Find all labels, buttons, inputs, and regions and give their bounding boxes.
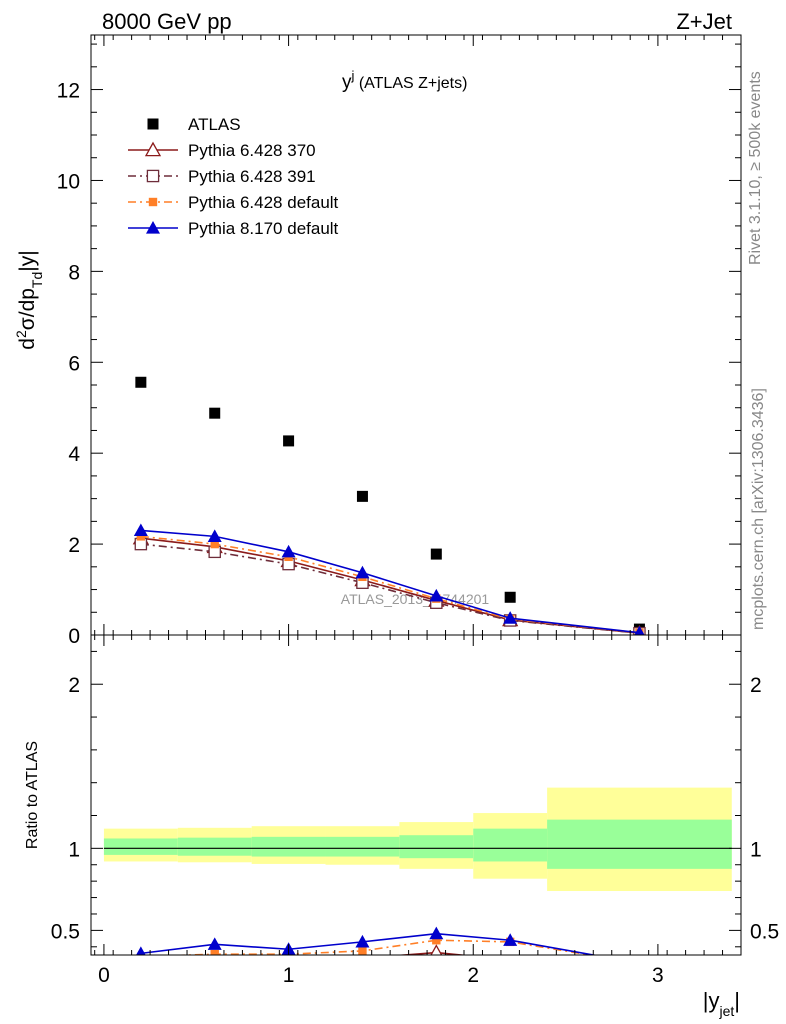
main-series-layer bbox=[132, 376, 646, 635]
triangle-marker bbox=[144, 141, 162, 157]
main-axes: 0 2 4 6 8 10 12 bbox=[57, 34, 742, 648]
triangle-marker bbox=[281, 544, 296, 558]
x-axis-label: |yjet| bbox=[703, 988, 740, 1019]
ratio-frame bbox=[90, 634, 742, 956]
ratio-axes: 0 1 2 3 0.5 0.5 1 1 2 2 bbox=[51, 634, 779, 987]
triangle-marker bbox=[634, 625, 645, 635]
triangle-marker bbox=[207, 937, 222, 950]
series-pythia-6-428-default bbox=[136, 532, 644, 635]
data-point bbox=[504, 591, 516, 603]
legend-item: Pythia 6.428 391 bbox=[128, 167, 316, 186]
ratio-series-layer bbox=[136, 926, 640, 966]
triangle-marker bbox=[429, 588, 444, 602]
ratio-line bbox=[141, 963, 640, 966]
x-tick-label: 1 bbox=[283, 964, 295, 987]
triangle-marker bbox=[429, 926, 444, 940]
square-marker bbox=[136, 532, 146, 541]
square-marker bbox=[432, 936, 441, 945]
triangle-marker bbox=[133, 523, 148, 537]
square-marker bbox=[148, 197, 158, 207]
ratio-series-pythia-6-428-391 bbox=[141, 963, 640, 966]
triangle-marker bbox=[503, 933, 518, 946]
main-y-axis-label: d2σ/dpTd|y| bbox=[13, 250, 45, 349]
inner-uncertainty-band bbox=[547, 819, 732, 869]
square-marker bbox=[210, 949, 219, 955]
legend-label: Pythia 6.428 370 bbox=[188, 141, 316, 160]
series-pythia-8-170-default bbox=[133, 523, 645, 635]
data-point bbox=[356, 490, 368, 502]
triangle-marker bbox=[355, 565, 370, 579]
y-tick-label: 8 bbox=[68, 261, 80, 284]
triangle-marker bbox=[503, 611, 518, 624]
inner-uncertainty-band bbox=[103, 838, 178, 855]
header-process: Z+Jet bbox=[676, 9, 732, 34]
ratio-y-axis-label: Ratio to ATLAS bbox=[24, 741, 41, 849]
legend-label: Pythia 6.428 391 bbox=[188, 167, 316, 186]
inner-uncertainty-band bbox=[177, 837, 252, 856]
inner-uncertainty-band bbox=[473, 828, 548, 862]
legend-item: Pythia 6.428 370 bbox=[128, 141, 316, 160]
inner-uncertainty-band bbox=[325, 836, 400, 857]
data-point bbox=[209, 407, 221, 419]
legend-item: ATLAS bbox=[147, 115, 241, 134]
y-tick-label: 0 bbox=[68, 625, 80, 648]
ratio-series-pythia-6-428-370 bbox=[394, 944, 469, 955]
square-marker bbox=[146, 169, 160, 183]
square-marker bbox=[210, 539, 219, 549]
series-pythia-6-428-391 bbox=[134, 537, 646, 635]
triangle-marker bbox=[355, 934, 370, 948]
mcplots-label: mcplots.cern.ch [arXiv:1306.3436] bbox=[750, 388, 767, 630]
y-tick-label: 12 bbox=[57, 80, 80, 103]
triangle-marker bbox=[136, 946, 146, 955]
legend: ATLAS Pythia 6.428 370 Pythia 6.428 391 Pyt… bbox=[128, 115, 339, 238]
data-point bbox=[135, 376, 147, 388]
triangle-marker bbox=[430, 944, 443, 955]
ratio-y-tick-label-right: 1 bbox=[750, 838, 762, 861]
data-point bbox=[147, 118, 159, 130]
rivet-version-label: Rivet 3.1.10, ≥ 500k events bbox=[747, 71, 764, 265]
inner-uncertainty-band bbox=[251, 836, 326, 857]
y-tick-label: 4 bbox=[68, 443, 80, 466]
ratio-y-tick-label-right: 0.5 bbox=[750, 920, 779, 943]
ratio-uncertainty-bands bbox=[103, 787, 732, 891]
y-tick-label: 6 bbox=[68, 352, 80, 375]
legend-label: Pythia 8.170 default bbox=[188, 219, 339, 238]
ratio-y-tick-label-right: 2 bbox=[750, 674, 762, 697]
x-tick-label: 3 bbox=[652, 964, 664, 987]
ratio-y-tick-label: 0.5 bbox=[51, 920, 80, 943]
data-point bbox=[430, 548, 442, 560]
chart-title: yj (ATLAS Z+jets) bbox=[342, 68, 467, 93]
y-tick-label: 10 bbox=[57, 170, 80, 193]
legend-label: ATLAS bbox=[188, 115, 241, 134]
triangle-marker bbox=[207, 529, 222, 542]
legend-label: Pythia 6.428 default bbox=[188, 193, 339, 212]
triangle-marker bbox=[146, 221, 160, 234]
ratio-y-tick-label: 1 bbox=[68, 838, 80, 861]
ratio-series-pythia-8-170-default bbox=[136, 926, 598, 955]
data-point bbox=[283, 435, 295, 447]
legend-item: Pythia 6.428 default bbox=[128, 193, 339, 212]
square-marker bbox=[358, 946, 367, 955]
inner-uncertainty-band bbox=[399, 835, 474, 859]
header-energy: 8000 GeV pp bbox=[102, 9, 232, 34]
x-tick-label: 0 bbox=[98, 964, 110, 987]
x-tick-label: 2 bbox=[467, 964, 479, 987]
legend-item: Pythia 8.170 default bbox=[128, 219, 339, 238]
ratio-y-tick-label: 2 bbox=[68, 674, 80, 697]
y-tick-label: 2 bbox=[68, 534, 80, 557]
